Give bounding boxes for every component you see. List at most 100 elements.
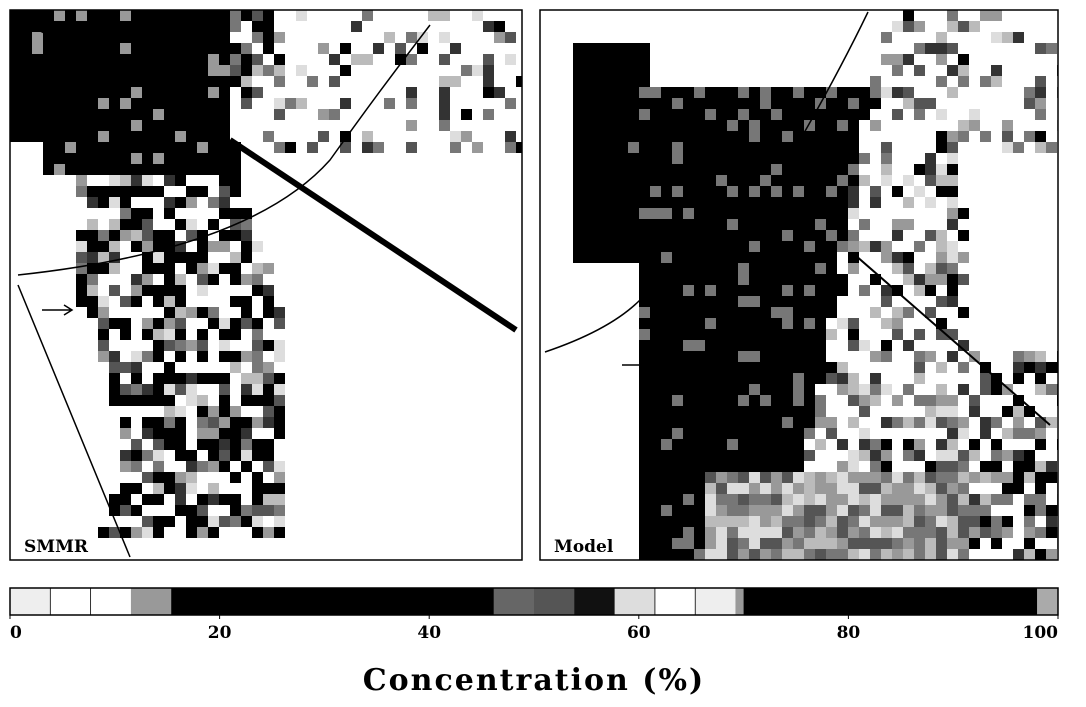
map-cell xyxy=(1035,43,1046,54)
map-cell xyxy=(793,131,804,142)
map-cell xyxy=(837,373,848,384)
map-cell xyxy=(815,527,826,538)
map-cell xyxy=(837,461,848,472)
map-cell xyxy=(263,505,274,516)
map-cell xyxy=(705,439,716,450)
map-cell xyxy=(54,21,65,32)
map-cell xyxy=(263,296,274,307)
map-cell xyxy=(892,417,903,428)
map-cell xyxy=(98,131,109,142)
map-cell xyxy=(859,450,870,461)
map-cell xyxy=(252,505,263,516)
colorbar-tick-label: 100 xyxy=(1023,623,1059,643)
map-cell xyxy=(208,98,219,109)
colorbar-tick-label: 40 xyxy=(417,623,441,643)
map-cell xyxy=(727,472,738,483)
map-cell xyxy=(694,153,705,164)
map-cell xyxy=(1035,483,1046,494)
map-cell xyxy=(749,307,760,318)
map-cell xyxy=(815,208,826,219)
map-cell xyxy=(164,318,175,329)
map-cell xyxy=(925,351,936,362)
map-cell xyxy=(43,153,54,164)
map-cell xyxy=(969,527,980,538)
map-line xyxy=(35,26,51,37)
map-cell xyxy=(54,153,65,164)
map-cell xyxy=(109,285,120,296)
map-cell xyxy=(76,285,87,296)
map-cell xyxy=(694,263,705,274)
map-cell xyxy=(274,384,285,395)
map-cell xyxy=(947,549,958,560)
map-cell xyxy=(584,142,595,153)
map-cell xyxy=(219,318,230,329)
map-cell xyxy=(716,197,727,208)
map-cell xyxy=(705,395,716,406)
map-cell xyxy=(252,472,263,483)
map-cell xyxy=(760,373,771,384)
map-cell xyxy=(672,461,683,472)
map-cell xyxy=(595,120,606,131)
colorbar-tail xyxy=(743,588,1038,615)
map-cell xyxy=(826,516,837,527)
map-cell xyxy=(120,428,131,439)
map-cell xyxy=(472,142,483,153)
map-cell xyxy=(705,241,716,252)
map-cell xyxy=(661,109,672,120)
map-cell xyxy=(804,98,815,109)
map-cell xyxy=(815,340,826,351)
map-cell xyxy=(771,461,782,472)
map-cell xyxy=(650,428,661,439)
map-cell xyxy=(782,351,793,362)
map-cell xyxy=(804,450,815,461)
map-cell xyxy=(186,21,197,32)
map-cell xyxy=(683,428,694,439)
map-cell xyxy=(87,21,98,32)
map-cell xyxy=(672,516,683,527)
map-cell xyxy=(175,373,186,384)
map-cell xyxy=(991,472,1002,483)
map-cell xyxy=(208,461,219,472)
map-cell xyxy=(683,307,694,318)
map-cell xyxy=(793,384,804,395)
map-cell xyxy=(925,263,936,274)
map-cell xyxy=(241,417,252,428)
map-cell xyxy=(650,120,661,131)
colorbar-tick-label: 20 xyxy=(208,623,232,643)
map-cell xyxy=(219,142,230,153)
map-cell xyxy=(859,505,870,516)
map-cell xyxy=(142,351,153,362)
map-cell xyxy=(362,131,373,142)
map-cell xyxy=(705,516,716,527)
map-cell xyxy=(76,10,87,21)
map-cell xyxy=(980,461,991,472)
map-cell xyxy=(274,483,285,494)
map-cell xyxy=(109,505,120,516)
map-cell xyxy=(296,65,307,76)
map-cell xyxy=(219,10,230,21)
map-cell xyxy=(98,98,109,109)
map-cell xyxy=(771,252,782,263)
map-cell xyxy=(661,131,672,142)
map-cell xyxy=(10,32,21,43)
map-cell xyxy=(804,208,815,219)
map-cell xyxy=(617,186,628,197)
map-cell xyxy=(76,109,87,120)
map-cell xyxy=(936,175,947,186)
map-cell xyxy=(804,395,815,406)
map-cell xyxy=(738,153,749,164)
map-cell xyxy=(727,241,738,252)
map-cell xyxy=(1024,549,1035,560)
map-cell xyxy=(892,230,903,241)
map-cell xyxy=(771,428,782,439)
map-cell xyxy=(782,406,793,417)
map-cell xyxy=(186,142,197,153)
map-cell xyxy=(1035,351,1046,362)
map-cell xyxy=(782,274,793,285)
map-cell xyxy=(197,307,208,318)
map-cell xyxy=(749,340,760,351)
map-cell xyxy=(947,461,958,472)
map-cell xyxy=(208,54,219,65)
map-cell xyxy=(120,395,131,406)
map-cell xyxy=(749,175,760,186)
